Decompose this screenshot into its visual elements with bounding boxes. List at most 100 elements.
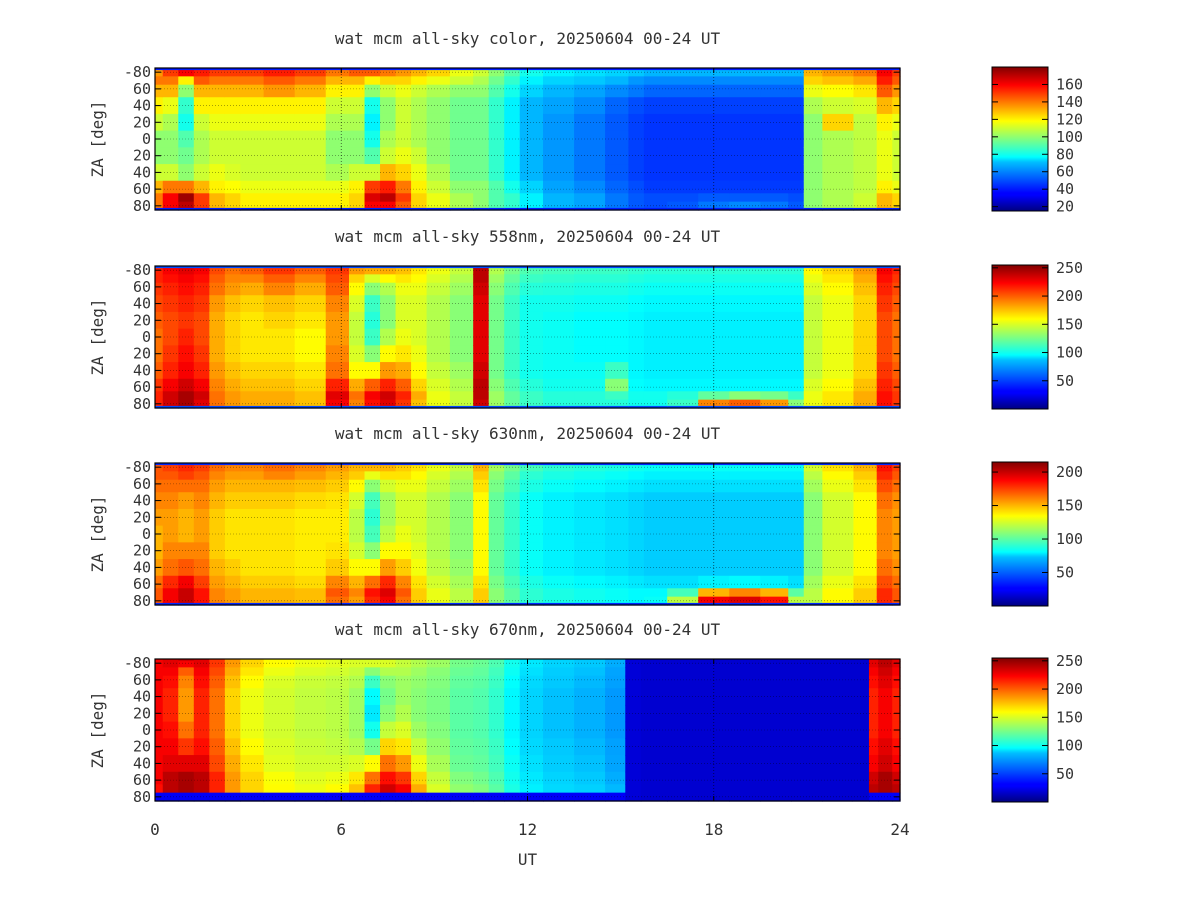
heatmap-cell [628, 274, 645, 284]
y-tick-label: 20 [133, 311, 151, 329]
heatmap-cell [325, 130, 350, 148]
heatmap-cell [878, 667, 893, 677]
heatmap-cell [364, 274, 381, 284]
heatmap-cell [605, 268, 629, 275]
heatmap-cell [667, 792, 699, 800]
heatmap-cell [853, 525, 878, 543]
heatmap-cell [325, 771, 350, 785]
heatmap-cell [788, 76, 805, 86]
heatmap-cell [574, 661, 606, 668]
heatmap-cell [822, 675, 853, 689]
heatmap-cell [426, 661, 451, 668]
panel-4: wat mcm all-sky 670nm, 20250604 00-24 UT… [88, 620, 1083, 869]
heatmap-cell [519, 295, 544, 313]
heatmap-cell [868, 661, 879, 668]
heatmap-cell [892, 201, 901, 209]
heatmap-cell [803, 471, 823, 481]
heatmap-cell [162, 755, 179, 773]
heatmap-cell [193, 721, 210, 739]
heatmap-cell [449, 180, 474, 194]
heatmap-cell [155, 588, 164, 598]
heatmap-cell [263, 471, 296, 481]
heatmap-cell [364, 328, 381, 346]
heatmap-cell [853, 282, 878, 296]
heatmap-cell [411, 661, 428, 668]
heatmap-cell [364, 602, 381, 606]
heatmap-cell [426, 542, 451, 560]
heatmap-cell [224, 755, 241, 773]
y-tick-label: 60 [133, 378, 151, 396]
heatmap-cell [162, 471, 179, 481]
heatmap-cell [395, 399, 412, 407]
heatmap-cell [574, 559, 606, 577]
heatmap-cell [519, 471, 544, 481]
heatmap-cell [488, 295, 505, 313]
heatmap-cell [605, 798, 626, 802]
heatmap-cell [605, 559, 629, 577]
heatmap-cell [473, 525, 490, 543]
heatmap-cell [729, 588, 761, 598]
heatmap-cell [878, 721, 893, 739]
heatmap-cell [851, 675, 870, 689]
heatmap-cell [574, 471, 606, 481]
heatmap-cell [162, 479, 179, 493]
heatmap-cell [294, 274, 327, 284]
heatmap-cell [788, 193, 805, 203]
heatmap-cell [519, 266, 544, 269]
heatmap-cell [178, 391, 195, 401]
heatmap-cell [760, 274, 789, 284]
heatmap-cell [263, 492, 296, 510]
heatmap-cell [240, 463, 265, 466]
heatmap-cell [605, 130, 629, 148]
heatmap-cell [822, 311, 855, 330]
heatmap-cell [449, 559, 474, 577]
heatmap-cell [224, 675, 241, 689]
heatmap-cell [380, 391, 397, 401]
heatmap-cell [240, 792, 265, 800]
heatmap-cell [449, 201, 474, 209]
heatmap-cell [803, 575, 823, 589]
heatmap-cell [294, 362, 327, 380]
heatmap-cell [803, 193, 823, 203]
heatmap-cell [193, 84, 210, 98]
y-axis-label: ZA [deg] [88, 495, 107, 572]
heatmap-cell [760, 268, 789, 275]
heatmap-cell [224, 113, 241, 132]
heatmap-cell [625, 721, 642, 739]
heatmap-cell [240, 328, 265, 346]
heatmap-cell [605, 84, 629, 98]
heatmap-cell [543, 675, 575, 689]
heatmap-cell [380, 193, 397, 203]
heatmap-cell [504, 792, 521, 800]
heatmap-cell [640, 738, 668, 756]
heatmap-cell [224, 76, 241, 86]
heatmap-cell [892, 282, 901, 296]
heatmap-cell [209, 675, 226, 689]
heatmap-cell [504, 525, 521, 543]
heatmap-cell [851, 755, 870, 773]
heatmap-cell [240, 97, 265, 115]
heatmap-cell [240, 266, 265, 269]
heatmap-cell [574, 97, 606, 115]
heatmap-cell [504, 771, 521, 785]
heatmap-cell [155, 274, 164, 284]
heatmap-cell [803, 207, 823, 211]
heatmap-cell [178, 201, 195, 209]
heatmap-cell [892, 798, 901, 802]
heatmap-cell [605, 463, 629, 466]
heatmap-cell [155, 667, 164, 677]
heatmap-cell [263, 311, 296, 330]
heatmap-cell [504, 207, 521, 211]
heatmap-cell [574, 542, 606, 560]
heatmap-cell [224, 378, 241, 392]
heatmap-cell [240, 738, 265, 756]
heatmap-cell [628, 463, 645, 466]
heatmap-cell [822, 274, 855, 284]
heatmap-cell [729, 311, 761, 330]
heatmap-cell [876, 268, 893, 275]
heatmap-cell [605, 588, 629, 598]
heatmap-cell [411, 391, 428, 401]
heatmap-cell [224, 575, 241, 589]
heatmap-cell [519, 559, 544, 577]
heatmap-cell [325, 659, 350, 662]
